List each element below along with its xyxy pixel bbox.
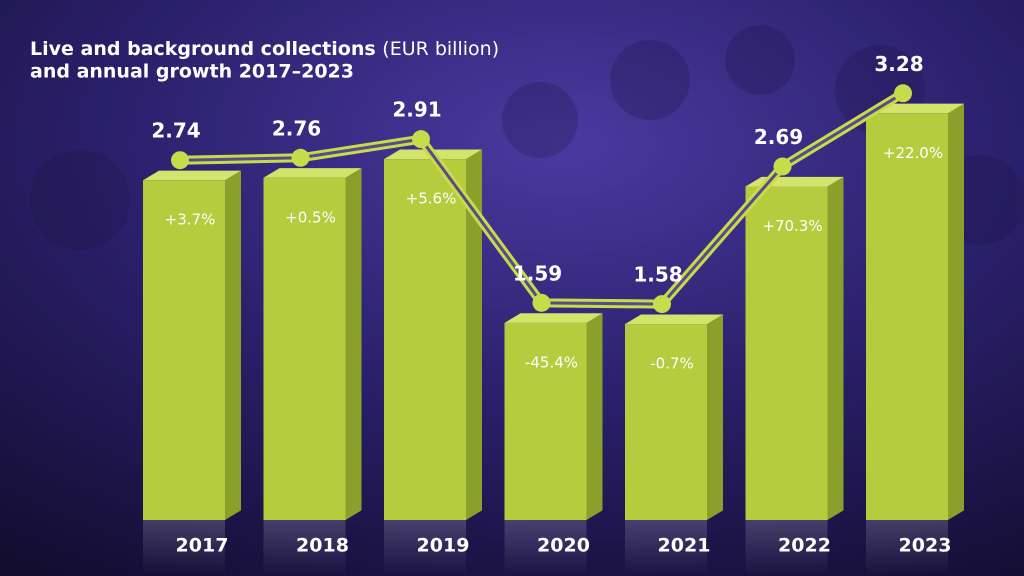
value-label: 2.74: [151, 119, 200, 143]
trend-point: [773, 157, 792, 176]
bar-group: +70.3%: [745, 176, 844, 576]
value-label: 2.76: [272, 116, 321, 140]
value-label: 2.91: [392, 98, 441, 122]
growth-label: +22.0%: [883, 144, 943, 162]
bar: [866, 113, 948, 520]
x-tick-label: 2017: [176, 535, 229, 557]
bar-top: [143, 170, 241, 181]
x-tick-label: 2022: [778, 535, 831, 557]
growth-label: -0.7%: [650, 355, 694, 373]
bar-reflection: [384, 520, 466, 576]
trend-point: [171, 151, 189, 170]
bar-side: [707, 314, 723, 520]
bar-reflection: [263, 520, 346, 576]
bar: [143, 180, 225, 521]
chart-title: Live and background collections (EUR bil…: [30, 38, 499, 60]
bar-group: -45.4%: [504, 313, 603, 576]
value-label: 2.69: [754, 125, 803, 149]
bar-side: [466, 149, 482, 520]
bar-group: +0.5%: [263, 168, 362, 576]
growth-label: +5.6%: [406, 190, 457, 208]
trend-point: [653, 295, 671, 314]
value-label: 3.28: [874, 52, 923, 76]
bar-reflection: [504, 520, 587, 576]
bar-top: [745, 176, 844, 187]
bar-top: [263, 168, 362, 178]
bar-side: [345, 168, 362, 520]
value-label: 1.58: [633, 263, 682, 287]
growth-label: +0.5%: [285, 208, 336, 226]
bar-reflection: [625, 520, 707, 576]
bar: [745, 186, 828, 520]
trend-point: [291, 148, 310, 167]
x-tick-label: 2023: [899, 535, 952, 557]
growth-label: -45.4%: [525, 353, 578, 371]
bar-top: [625, 314, 723, 325]
bar: [625, 324, 707, 520]
bar-top: [504, 313, 603, 323]
bar-reflection: [745, 520, 828, 576]
bar-group: +22.0%: [866, 103, 964, 576]
bar-side: [225, 170, 241, 520]
x-tick-label: 2020: [537, 535, 590, 557]
bar-side: [948, 103, 964, 521]
bar-reflection: [866, 520, 948, 576]
bar: [504, 322, 587, 520]
value-label: 1.59: [513, 261, 562, 285]
growth-label: +3.7%: [165, 211, 216, 229]
x-tick-label: 2018: [296, 535, 349, 557]
bar-side: [586, 313, 603, 520]
bar-group: -0.7%: [625, 314, 723, 576]
growth-label: +70.3%: [762, 217, 822, 235]
bar: [263, 177, 346, 520]
trend-point: [412, 130, 430, 149]
trend-point: [532, 293, 551, 312]
trend-point: [894, 84, 912, 103]
bar-side: [827, 176, 844, 520]
bar-group: +5.6%: [384, 149, 482, 576]
x-tick-label: 2019: [417, 535, 470, 557]
x-tick-label: 2021: [658, 535, 711, 557]
chart-subtitle: and annual growth 2017–2023: [30, 61, 354, 83]
bar: [384, 159, 466, 520]
bar-group: +3.7%: [143, 170, 241, 576]
bar-reflection: [143, 520, 225, 576]
